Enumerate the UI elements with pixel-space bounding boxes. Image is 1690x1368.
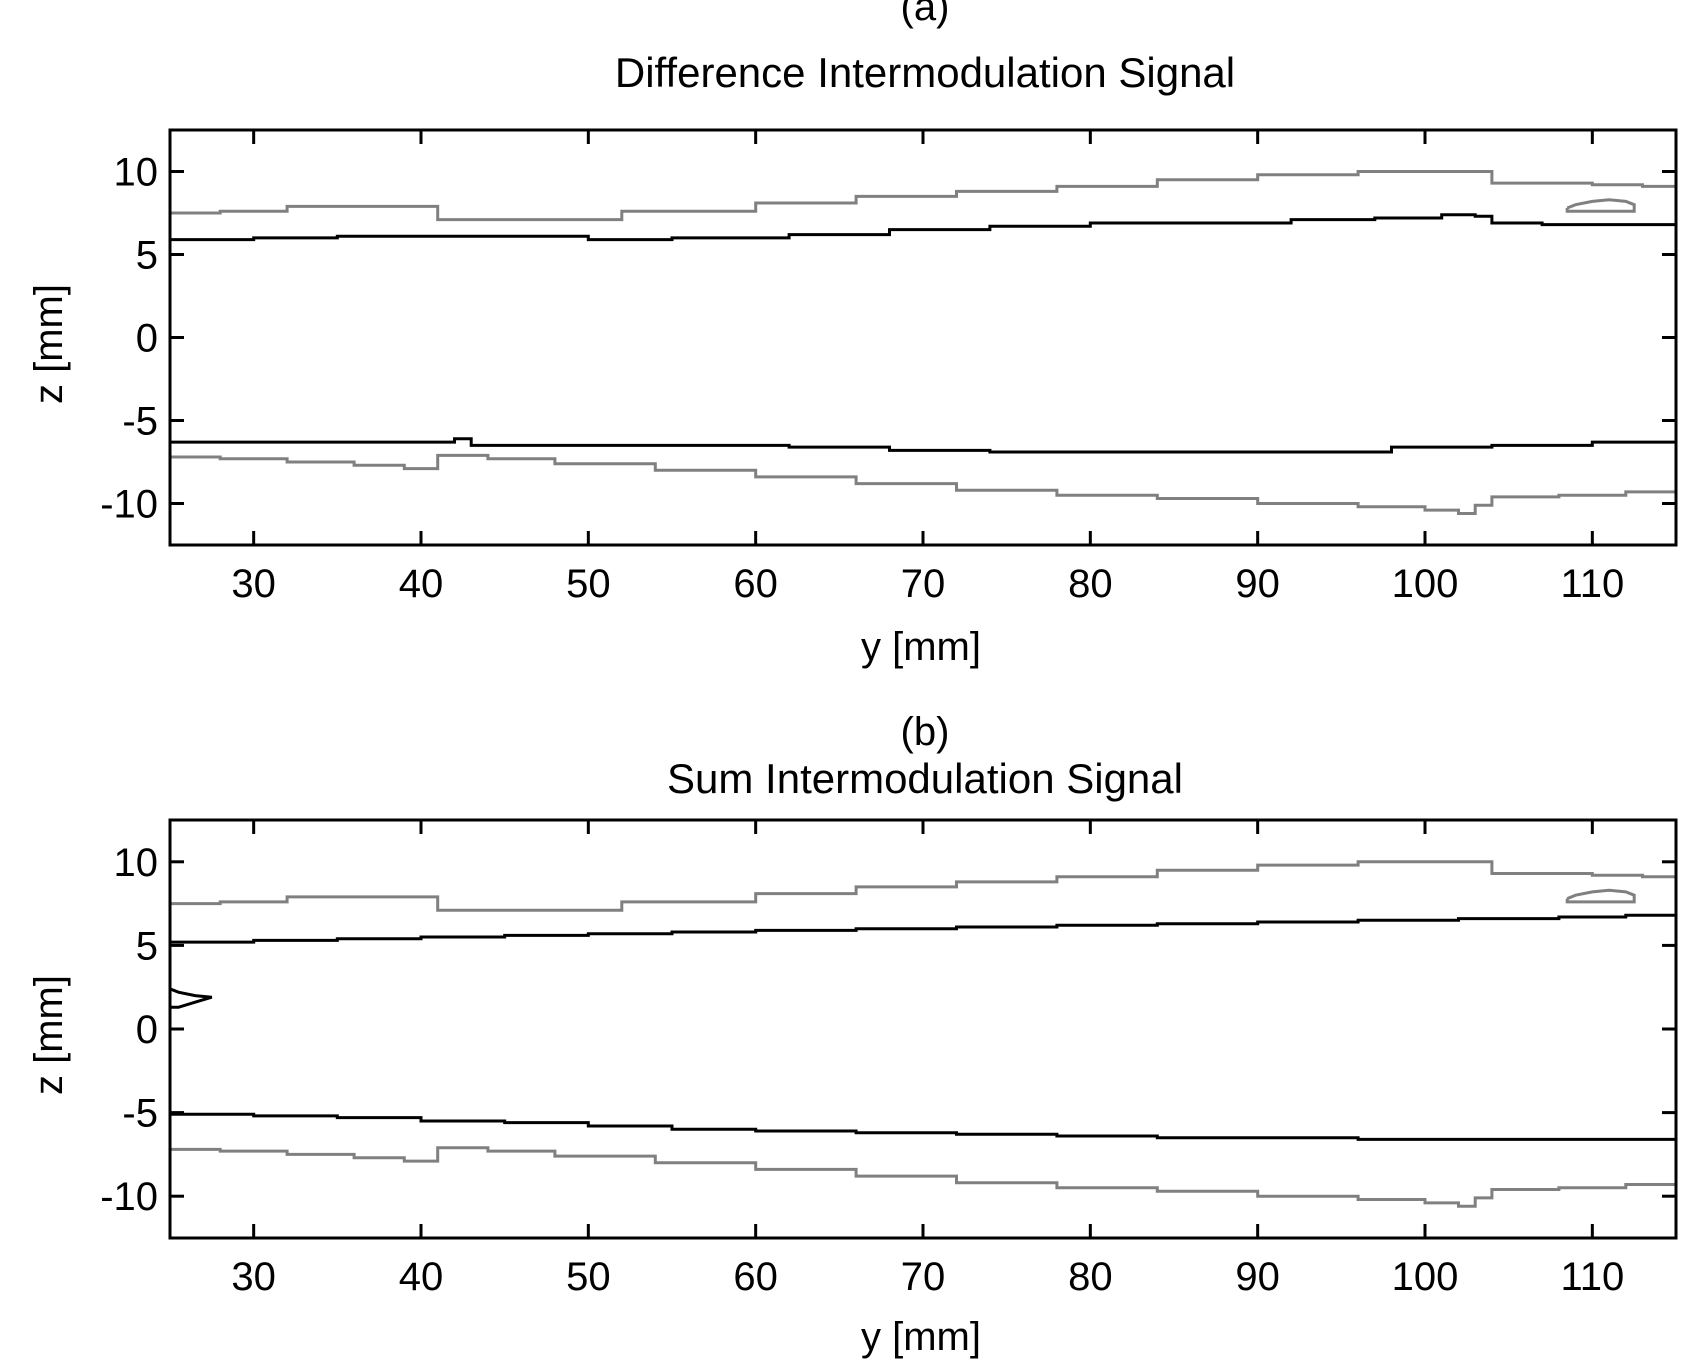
panel-b-x-tick-label-30: 30 [231, 1255, 276, 1299]
panel-b-y-tick-label--5: -5 [122, 1092, 158, 1136]
panel-b-series-1 [170, 860, 1678, 912]
panel-b-series-5 [170, 1112, 1678, 1141]
panel-b-y-tick-label-10: 10 [114, 841, 159, 885]
panel-a-series-4 [170, 437, 1678, 454]
panel-a-y-tick-label-0: 0 [136, 317, 158, 361]
panel-a-x-tick-label-60: 60 [733, 562, 778, 606]
panel-a-series-1 [170, 170, 1678, 222]
panel-a-series-2 [1565, 198, 1636, 213]
panel-b-y-tick-label-5: 5 [136, 924, 158, 968]
panel-a-series-3 [170, 213, 1676, 242]
panel-b-x-tick-label-50: 50 [566, 1255, 611, 1299]
panel-b-y-tick-label--10: -10 [100, 1175, 158, 1219]
panel-a-x-tick-label-90: 90 [1235, 562, 1280, 606]
panel-a-y-tick-label--10: -10 [100, 483, 158, 527]
panel-b-label: (b) [901, 710, 950, 754]
panel-b-series-2 [1565, 888, 1636, 904]
panel-a-x-tick-label-110: 110 [1560, 562, 1624, 606]
panel-a-x-tick-label-30: 30 [231, 562, 276, 606]
panel-b-x-tick-label-90: 90 [1235, 1255, 1280, 1299]
panel-a-y-tick-label-10: 10 [114, 151, 159, 195]
panel-a-y-tick-label-5: 5 [136, 234, 158, 278]
panel-a-title: Difference Intermodulation Signal [615, 49, 1235, 96]
panel-a-x-tick-label-100: 100 [1392, 562, 1459, 606]
panel-a-x-axis-label: y [mm] [861, 625, 981, 669]
panel-b: (b) Sum Intermodulation Signal 30 40 50 60 7… [27, 710, 1678, 1359]
panel-b-series-4 [169, 987, 213, 1009]
panel-a-series-5 [170, 453, 1678, 515]
panel-a-y-tick-label--5: -5 [122, 400, 158, 444]
panel-b-y-axis-label: z [mm] [27, 975, 71, 1095]
panel-b-x-tick-label-70: 70 [901, 1255, 946, 1299]
panel-a-label: (a) [901, 0, 950, 29]
panel-a-x-tick-label-50: 50 [566, 562, 611, 606]
panel-a-x-tick-label-40: 40 [399, 562, 444, 606]
panel-b-x-axis-label: y [mm] [861, 1315, 981, 1359]
panel-b-series-3 [170, 913, 1676, 944]
panel-b-x-tick-label-110: 110 [1560, 1255, 1624, 1299]
panel-b-title: Sum Intermodulation Signal [667, 755, 1183, 802]
panel-a-x-tick-label-80: 80 [1068, 562, 1113, 606]
panel-b-x-tick-label-40: 40 [399, 1255, 444, 1299]
panel-a-y-axis-label: z [mm] [27, 284, 71, 404]
panel-a: (a) Difference Intermodulation Signal 30… [27, 0, 1678, 669]
panel-b-x-tick-label-100: 100 [1392, 1255, 1459, 1299]
panel-b-x-tick-label-60: 60 [733, 1255, 778, 1299]
panel-b-series-6 [170, 1146, 1678, 1208]
panel-b-y-tick-label-0: 0 [136, 1008, 158, 1052]
panel-a-x-tick-label-70: 70 [901, 562, 946, 606]
panel-b-x-tick-label-80: 80 [1068, 1255, 1113, 1299]
